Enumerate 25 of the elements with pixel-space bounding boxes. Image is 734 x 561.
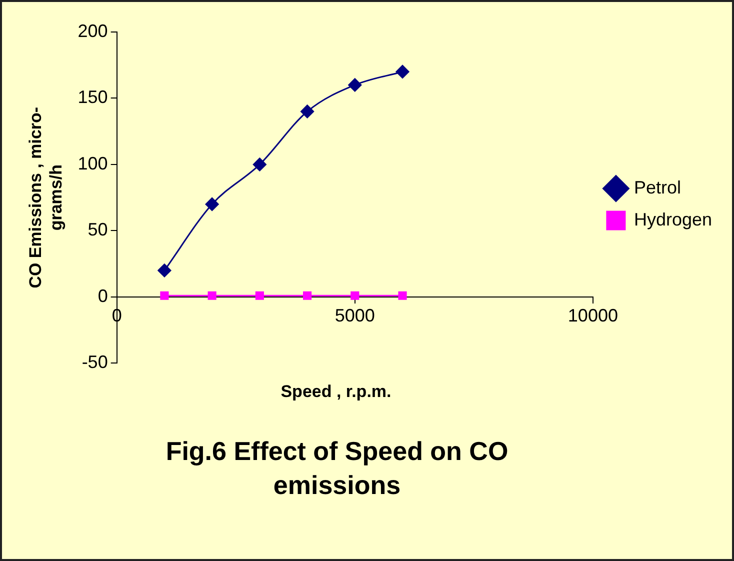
point [160,291,169,300]
legend-label: Hydrogen [634,209,712,230]
y-tick-label: 50 [88,220,108,240]
y-axis-title: CO Emissions , micro-grams/h [26,106,66,288]
point [205,197,219,211]
point [398,291,407,300]
point [252,158,266,172]
y-tick-label: 200 [78,20,108,41]
point [350,291,360,300]
x-tick-label: 5000 [334,306,375,326]
point [348,78,362,92]
y-tick-label: 100 [78,153,108,174]
y-tick-label: 150 [78,87,108,108]
point [208,291,216,300]
y-tick-label: 0 [98,286,108,306]
x-tick-label: 10000 [568,306,618,326]
legend-label: Petrol [634,177,681,198]
x-axis-title: Speed , r.p.m. [280,382,392,402]
point [255,291,264,300]
point [158,264,172,278]
point [302,291,312,300]
point [396,64,410,78]
text: Fig.6 Effect of Speed on CO emissions [164,435,510,502]
point [300,104,314,118]
y-tick-label: -50 [82,352,108,372]
